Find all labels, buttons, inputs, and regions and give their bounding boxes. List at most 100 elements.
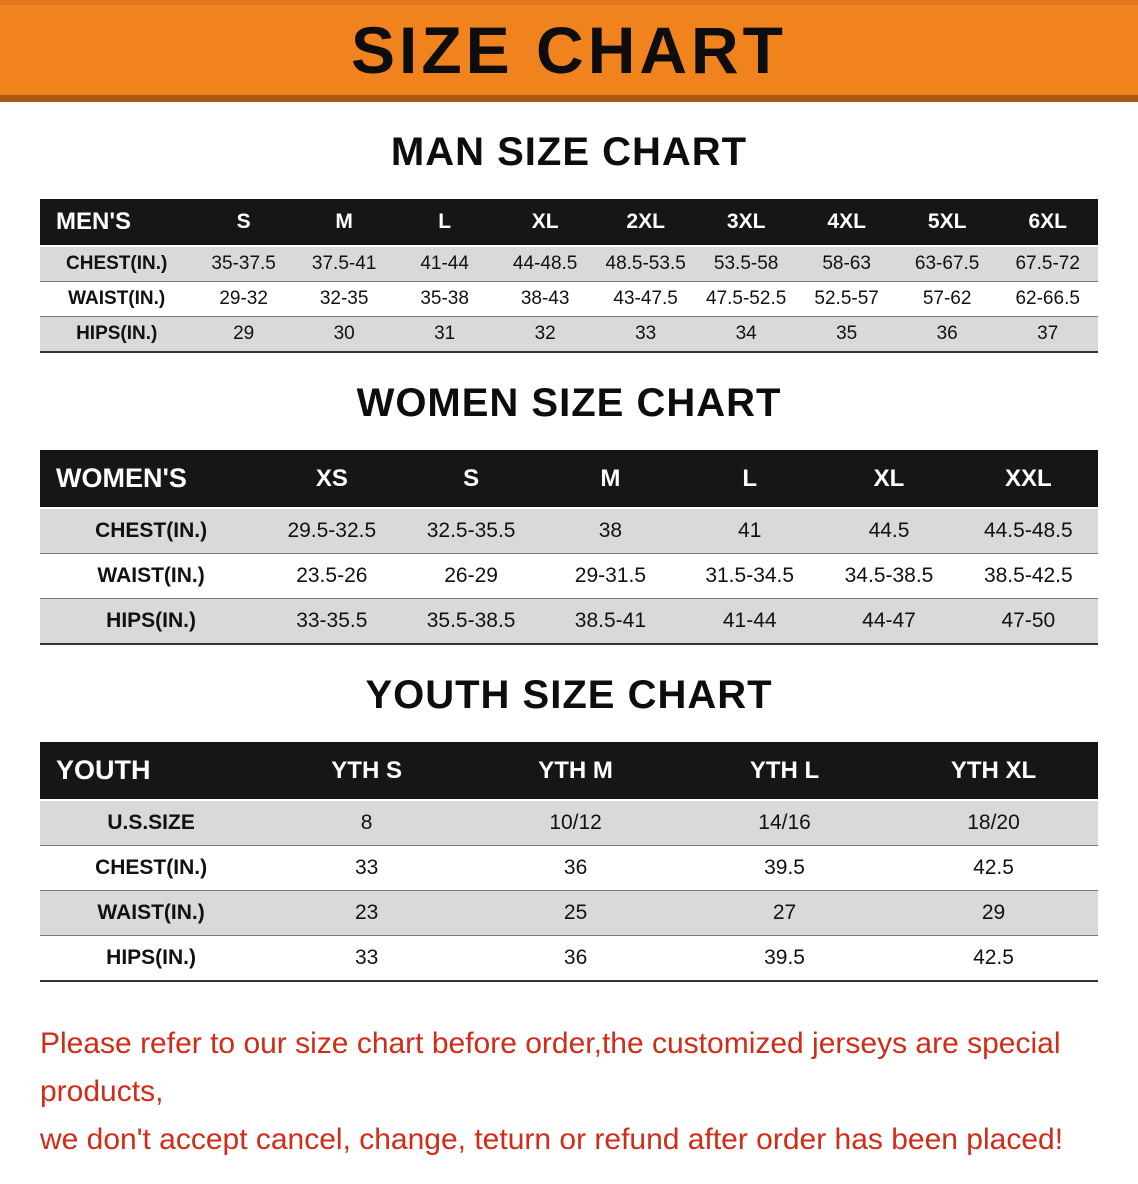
row-label-cell: CHEST(IN.) xyxy=(95,519,208,542)
size-header-cell: S xyxy=(401,450,541,508)
size-value-cell: 32.5-35.5 xyxy=(426,519,516,542)
youth-size-table: YOUTH YTH S YTH M YTH L YTH XL U.S.SIZE 8 10/12… xyxy=(40,742,1098,982)
size-value-cell: 41-44 xyxy=(420,253,469,274)
measurement-row: HIPS(IN.) 33 36 39.5 42.5 xyxy=(40,935,1098,981)
measurement-row: CHEST(IN.) 29.5-32.5 32.5-35.5 38 41 44.5 44.5… xyxy=(40,508,1098,554)
row-label-cell: CHEST(IN.) xyxy=(66,253,168,274)
size-value-cell: 23.5-26 xyxy=(296,564,368,587)
disclaimer-line-1: Please refer to our size chart before or… xyxy=(40,1027,1061,1108)
size-value-cell: 34 xyxy=(735,323,757,344)
size-value-cell: 14/16 xyxy=(758,811,811,834)
size-value-cell: 63-67.5 xyxy=(914,253,980,274)
size-value-cell: 41 xyxy=(738,519,762,542)
size-header-cell: L xyxy=(680,450,820,508)
size-value-cell: 37 xyxy=(1037,323,1059,344)
size-value-cell: 36 xyxy=(936,323,958,344)
size-value-cell: 47-50 xyxy=(1001,609,1056,632)
men-size-table: MEN'S S M L XL 2XL 3XL 4XL 5XL 6XL CHEST(IN.) 35-37… xyxy=(40,199,1098,353)
disclaimer-line-2: we don't accept cancel, change, teturn o… xyxy=(40,1123,1064,1156)
size-header-cell: S xyxy=(193,199,294,246)
table-title-cell: YOUTH xyxy=(40,742,263,800)
size-value-cell: 44-47 xyxy=(862,609,916,632)
size-value-cell: 35.5-38.5 xyxy=(426,609,516,632)
size-value-cell: 29-31.5 xyxy=(574,564,647,587)
size-value-cell: 33 xyxy=(354,946,379,969)
size-header-cell: XL xyxy=(819,450,959,508)
measurement-row: HIPS(IN.) 33-35.5 35.5-38.5 38.5-41 41-44 44-… xyxy=(40,598,1098,644)
size-header-cell: YTH L xyxy=(680,742,890,800)
size-value-cell: 42.5 xyxy=(973,856,1014,879)
size-header-cell: XS xyxy=(262,450,402,508)
size-value-cell: 31 xyxy=(434,323,456,344)
size-header-cell: M xyxy=(293,199,395,246)
measurement-row: CHEST(IN.) 33 36 39.5 42.5 xyxy=(40,845,1098,891)
women-size-chart-section: WOMEN SIZE CHART WOMEN'S XS S M L XL XXL CHEST(I… xyxy=(0,381,1138,645)
size-value-cell: 30 xyxy=(333,323,355,344)
size-value-cell: 42.5 xyxy=(973,946,1014,969)
size-value-cell: 47.5-52.5 xyxy=(706,288,787,309)
table-title-cell: WOMEN'S xyxy=(40,450,263,508)
measurement-row: U.S.SIZE 8 10/12 14/16 18/20 xyxy=(40,800,1098,846)
page-title: SIZE CHART xyxy=(351,13,787,87)
size-value-cell: 52.5-57 xyxy=(814,288,879,309)
size-value-cell: 38.5-41 xyxy=(574,609,647,632)
size-value-cell: 32-35 xyxy=(319,288,369,309)
size-value-cell: 38 xyxy=(598,519,623,542)
size-value-cell: 39.5 xyxy=(764,946,805,969)
size-header-cell: YTH M xyxy=(471,742,681,800)
measurement-row: HIPS(IN.) 29 30 31 32 33 34 35 36 37 xyxy=(40,316,1098,352)
size-value-cell: 43-47.5 xyxy=(613,288,678,309)
size-header-cell: 2XL xyxy=(595,199,696,246)
measurement-row: WAIST(IN.) 23.5-26 26-29 29-31.5 31.5-34.5 34… xyxy=(40,553,1098,599)
youth-section-heading: YOUTH SIZE CHART xyxy=(365,673,773,717)
size-value-cell: 62-66.5 xyxy=(1015,288,1080,309)
size-value-cell: 25 xyxy=(563,901,588,924)
size-value-cell: 48.5-53.5 xyxy=(605,253,686,274)
men-section-heading: MAN SIZE CHART xyxy=(390,130,748,174)
size-header-cell: XL xyxy=(494,199,596,246)
size-chart-sections: MAN SIZE CHART MEN'S S M L XL 2XL 3XL 4XL 5XL 6XL C… xyxy=(0,130,1138,982)
size-header-cell: M xyxy=(540,450,681,508)
size-value-cell: 44-48.5 xyxy=(512,253,578,274)
row-label-cell: HIPS(IN.) xyxy=(106,946,196,969)
size-value-cell: 29 xyxy=(233,323,255,344)
size-value-cell: 35-38 xyxy=(420,288,469,309)
row-label-cell: HIPS(IN.) xyxy=(106,609,196,632)
row-label-cell: WAIST(IN.) xyxy=(68,288,166,309)
size-value-cell: 32 xyxy=(534,323,556,344)
measurement-row: WAIST(IN.) 23 25 27 29 xyxy=(40,890,1098,936)
disclaimer: Please refer to our size chart before or… xyxy=(40,1020,1098,1164)
table-header-row: MEN'S S M L XL 2XL 3XL 4XL 5XL 6XL xyxy=(40,199,1098,246)
size-value-cell: 53.5-58 xyxy=(713,253,779,274)
women-section-heading: WOMEN SIZE CHART xyxy=(356,381,782,425)
size-value-cell: 38.5-42.5 xyxy=(983,564,1073,587)
size-value-cell: 35 xyxy=(836,323,858,344)
size-value-cell: 27 xyxy=(772,901,797,924)
table-header-row: YOUTH YTH S YTH M YTH L YTH XL xyxy=(40,742,1098,800)
size-value-cell: 23 xyxy=(354,901,379,924)
men-size-chart-section: MAN SIZE CHART MEN'S S M L XL 2XL 3XL 4XL 5XL 6XL C… xyxy=(0,130,1138,353)
size-header-cell: YTH XL xyxy=(889,742,1098,800)
row-label-cell: WAIST(IN.) xyxy=(97,901,205,924)
table-header-row: WOMEN'S XS S M L XL XXL xyxy=(40,450,1098,508)
size-value-cell: 8 xyxy=(360,811,373,834)
size-value-cell: 35-37.5 xyxy=(211,253,276,274)
size-value-cell: 29 xyxy=(981,901,1006,924)
size-value-cell: 44.5-48.5 xyxy=(983,519,1073,542)
measurement-row: CHEST(IN.) 35-37.5 37.5-41 41-44 44-48.5 48.5… xyxy=(40,246,1098,282)
measurement-row: WAIST(IN.) 29-32 32-35 35-38 38-43 43-47.5 47.… xyxy=(40,281,1098,317)
size-header-cell: L xyxy=(394,199,495,246)
size-header-cell: XXL xyxy=(958,450,1098,508)
size-value-cell: 34.5-38.5 xyxy=(844,564,934,587)
women-size-table: WOMEN'S XS S M L XL XXL CHEST(IN.) 29.5-32.5 32.5… xyxy=(40,450,1098,645)
size-header-cell: 3XL xyxy=(695,199,797,246)
size-value-cell: 29.5-32.5 xyxy=(287,519,377,542)
size-value-cell: 29-32 xyxy=(219,288,268,309)
size-value-cell: 26-29 xyxy=(444,564,498,587)
size-value-cell: 36 xyxy=(563,946,588,969)
size-header-cell: 4XL xyxy=(796,199,897,246)
size-value-cell: 36 xyxy=(563,856,588,879)
row-label-cell: CHEST(IN.) xyxy=(95,856,208,879)
row-label-cell: WAIST(IN.) xyxy=(97,564,205,587)
